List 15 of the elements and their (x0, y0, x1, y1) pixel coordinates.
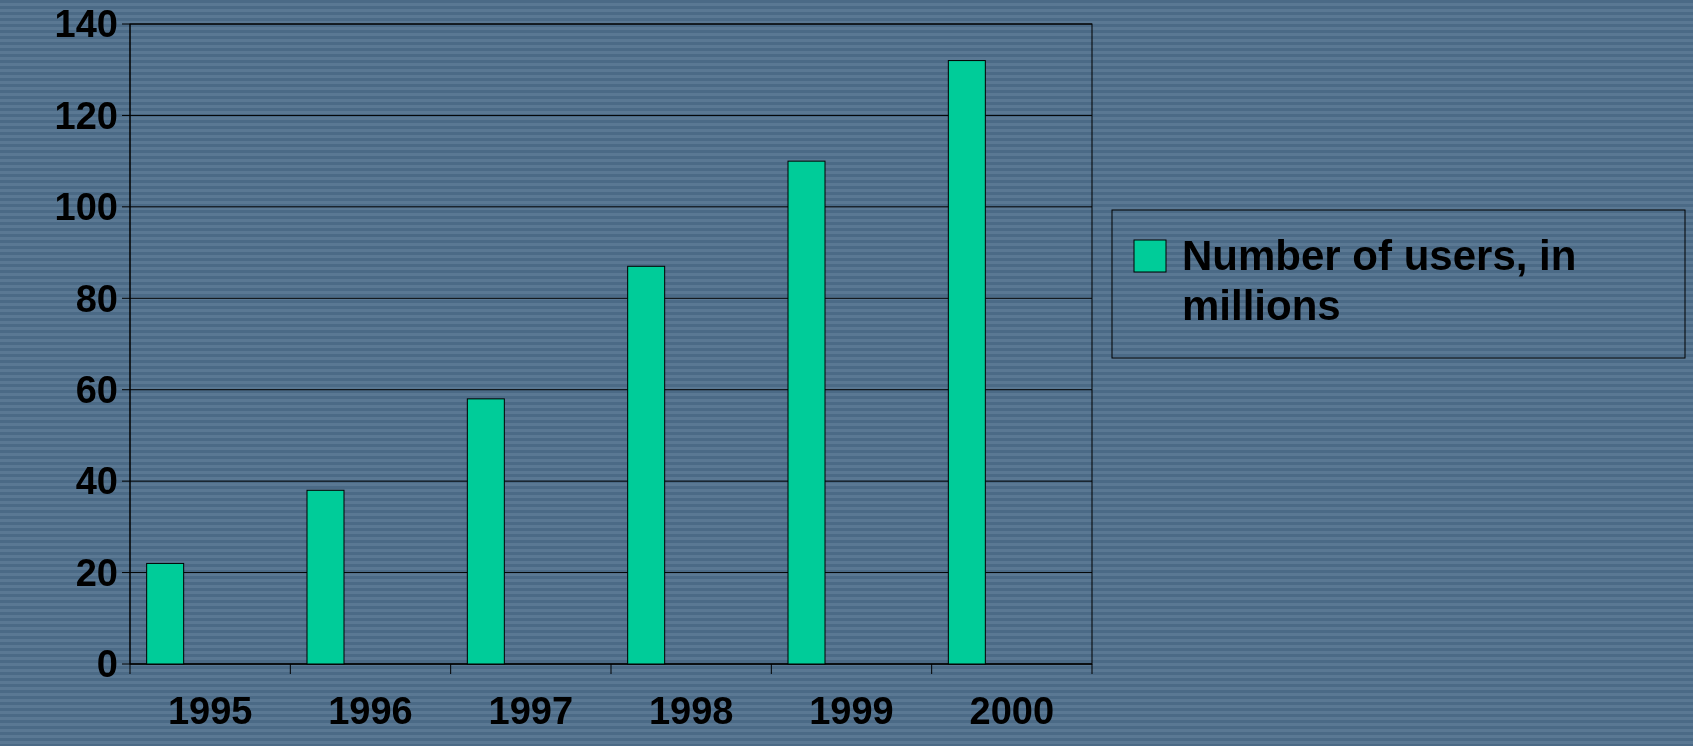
x-tick-label: 1999 (809, 690, 894, 732)
y-tick-label: 140 (54, 3, 118, 46)
y-tick-label: 60 (75, 369, 118, 412)
y-tick-label: 40 (75, 460, 118, 503)
y-tick-label: 100 (54, 186, 118, 229)
x-tick-label: 1997 (488, 690, 574, 732)
legend-label: Number of users, in millions (1182, 232, 1577, 329)
y-tick-label: 20 (75, 551, 118, 594)
x-tick-label: 1996 (328, 690, 413, 732)
x-tick-label: 2000 (969, 690, 1055, 732)
y-tick-label: 120 (54, 94, 118, 137)
y-tick-label: 0 (96, 643, 118, 686)
x-tick-label: 1998 (648, 690, 734, 732)
y-tick-label: 80 (75, 277, 118, 320)
x-tick-label: 1995 (167, 690, 253, 732)
